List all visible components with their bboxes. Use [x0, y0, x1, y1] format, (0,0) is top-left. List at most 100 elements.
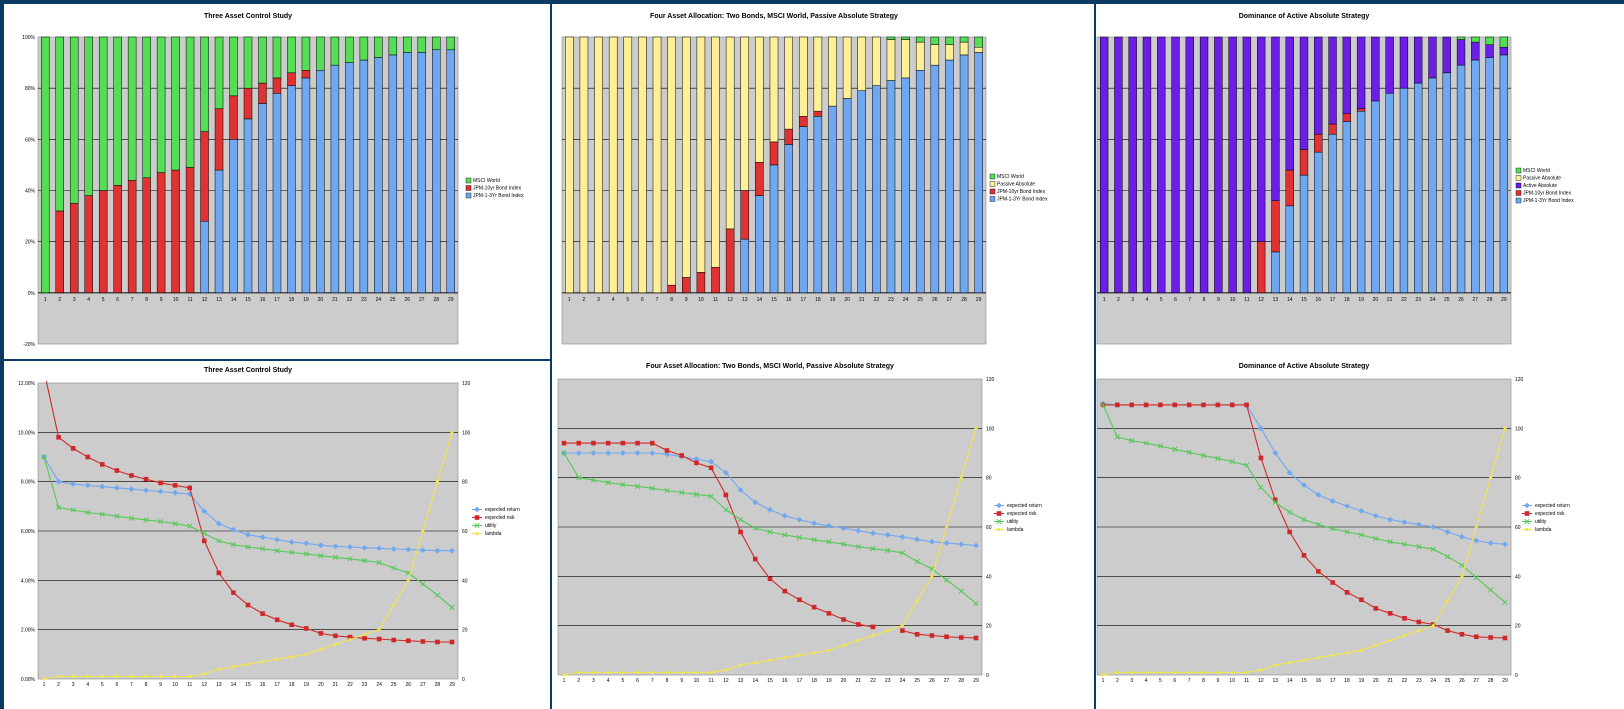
bar-segment	[1485, 57, 1494, 294]
x-tick-label: 29	[1501, 297, 1507, 303]
x-tick-label: 5	[1159, 678, 1162, 684]
point-marker	[318, 553, 324, 559]
x-tick-label: 20	[318, 682, 324, 688]
y2-tick-label: 120	[986, 377, 995, 383]
y2-tick-label: 80	[462, 480, 468, 486]
x-tick-label: 19	[830, 297, 836, 303]
x-tick-label: 13	[742, 297, 748, 303]
bar-segment	[1114, 36, 1123, 294]
y2-tick-label: 20	[986, 624, 992, 630]
bar-segment	[1456, 64, 1466, 294]
legend-label: utility	[1535, 519, 1547, 525]
x-tick-label: 23	[888, 297, 894, 303]
chart-title: Dominance of Active Absolute Strategy	[1239, 13, 1370, 20]
point-marker	[693, 491, 700, 498]
point-marker	[621, 670, 625, 675]
bar-segment	[301, 77, 311, 294]
point-marker	[1244, 670, 1249, 675]
legend-label: Active Absolute	[1523, 183, 1557, 189]
y-tick-label: 0%	[28, 291, 36, 297]
point-marker	[723, 492, 729, 498]
point-marker	[1172, 402, 1178, 408]
bar-segment	[1285, 205, 1294, 294]
point-marker	[664, 487, 670, 494]
point-marker	[1503, 426, 1507, 430]
legend-label: expected return	[485, 507, 520, 513]
x-tick-label: 22	[870, 678, 876, 684]
point-marker	[561, 440, 567, 446]
x-tick-label: 28	[961, 297, 967, 303]
point-marker	[619, 450, 626, 456]
x-tick-label: 5	[102, 297, 105, 303]
x-tick-label: 5	[101, 682, 104, 688]
x-tick-label: 4	[607, 678, 610, 684]
point-marker	[361, 544, 368, 551]
bar-segment	[1485, 44, 1494, 58]
point-marker	[231, 665, 236, 669]
point-marker	[1172, 446, 1178, 452]
bar-segment	[915, 70, 925, 294]
chart-panel-0: Three Asset Control Study -20% 0% 20% 40% 60%…	[4, 4, 550, 359]
point-marker	[173, 674, 177, 679]
point-marker	[215, 520, 222, 527]
bar-segment	[98, 190, 108, 294]
y2-tick-label: 20	[1515, 624, 1521, 630]
point-marker	[1459, 562, 1465, 568]
point-marker	[722, 469, 729, 476]
y2-tick-label: 60	[462, 529, 468, 535]
y-tick-label: 100%	[22, 35, 35, 41]
legend-label: Passive Absolute	[1523, 176, 1561, 182]
bar-segment	[287, 36, 296, 74]
point-marker	[1459, 632, 1465, 637]
bar-segment	[127, 36, 137, 181]
x-tick-label: 11	[1244, 297, 1249, 303]
x-tick-label: 13	[216, 297, 222, 303]
legend-label: Passive Absolute	[997, 182, 1035, 188]
x-tick-label: 20	[1373, 678, 1379, 684]
bar-segment	[1328, 123, 1337, 135]
bar-segment	[1099, 36, 1109, 294]
y2-tick-label: 40	[1515, 574, 1521, 580]
x-tick-label: 25	[391, 682, 397, 688]
bar-segment	[740, 36, 750, 191]
point-marker	[41, 454, 47, 460]
chart-title: Dominance of Active Absolute Strategy	[1239, 363, 1370, 370]
point-marker	[1157, 443, 1164, 449]
legend-swatch	[989, 196, 996, 202]
bar-segment	[156, 36, 166, 173]
legend-swatch	[465, 185, 472, 191]
bar-segment	[214, 108, 224, 171]
bar-segment	[1171, 36, 1180, 294]
x-tick-label: 8	[670, 297, 673, 303]
point-marker	[1144, 670, 1148, 675]
point-marker	[1524, 511, 1530, 516]
point-marker	[958, 635, 964, 640]
point-marker	[1258, 455, 1264, 461]
point-marker	[231, 590, 236, 595]
x-tick-label: 28	[1487, 297, 1493, 303]
bar-segment	[901, 77, 910, 294]
point-marker	[1330, 526, 1336, 532]
point-marker	[1187, 670, 1191, 675]
point-marker	[1502, 541, 1508, 548]
x-tick-label: 17	[274, 297, 280, 303]
point-marker	[679, 489, 685, 496]
bar-segment	[784, 128, 793, 145]
x-tick-label: 1	[44, 297, 47, 303]
bar-segment	[784, 36, 793, 130]
x-tick-label: 6	[641, 297, 644, 303]
x-tick-label: 28	[433, 297, 439, 303]
point-marker	[1229, 458, 1235, 465]
x-tick-label: 15	[245, 682, 251, 688]
point-marker	[1445, 599, 1450, 603]
bar-segment	[901, 39, 910, 79]
point-marker	[826, 539, 832, 545]
x-tick-label: 17	[1330, 678, 1336, 684]
bar-segment	[565, 36, 574, 294]
x-tick-label: 19	[303, 297, 309, 303]
bar-segment	[1342, 121, 1352, 294]
bar-segment	[374, 57, 383, 294]
point-marker	[996, 502, 1002, 509]
point-marker	[811, 604, 817, 610]
x-tick-label: 20	[1373, 297, 1379, 303]
